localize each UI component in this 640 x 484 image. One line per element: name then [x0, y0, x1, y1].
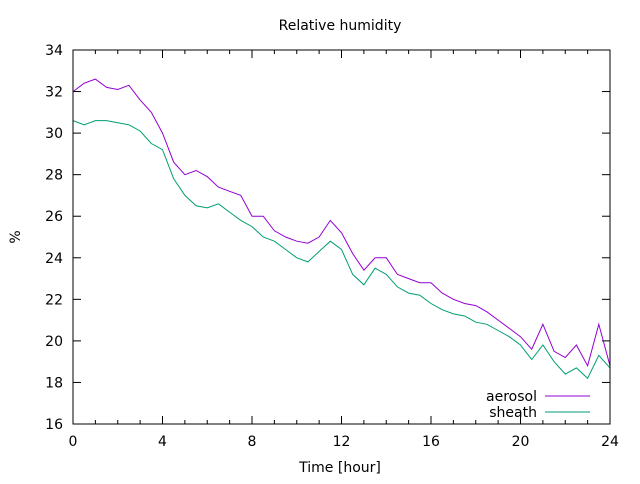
x-tick-label: 8 — [248, 434, 257, 450]
legend-label-sheath: sheath — [489, 405, 537, 421]
y-tick-label: 22 — [45, 292, 63, 308]
y-tick-label: 16 — [45, 417, 63, 433]
x-tick-label: 24 — [601, 434, 619, 450]
series-line-sheath — [72, 120, 611, 380]
y-tick-label: 32 — [45, 85, 63, 101]
x-tick-label: 12 — [333, 434, 351, 450]
x-tick-label: 20 — [512, 434, 530, 450]
y-tick-label: 34 — [45, 43, 63, 59]
y-tick-label: 30 — [45, 126, 63, 142]
x-tick-label: 0 — [69, 434, 78, 450]
legend-label-aerosol: aerosol — [486, 389, 537, 405]
series-line-aerosol — [72, 78, 611, 368]
y-tick-label: 20 — [45, 334, 63, 350]
y-tick-label: 24 — [45, 251, 63, 267]
plot-frame — [72, 49, 611, 425]
y-tick-label: 18 — [45, 375, 63, 391]
chart-title: Relative humidity — [279, 18, 402, 34]
y-tick-label: 28 — [45, 168, 63, 184]
x-tick-label: 4 — [158, 434, 167, 450]
y-tick-label: 26 — [45, 209, 63, 225]
x-axis-label: Time [hour] — [298, 460, 381, 476]
y-axis-label: % — [8, 230, 24, 243]
x-tick-label: 16 — [422, 434, 440, 450]
